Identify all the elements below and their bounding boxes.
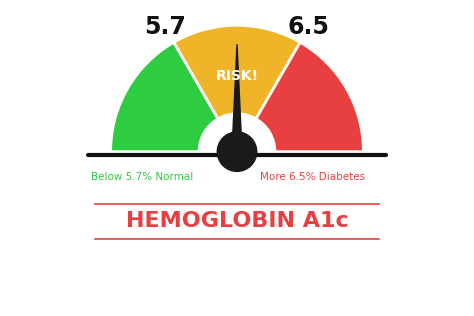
Polygon shape [232,44,242,152]
Text: More 6.5% Diabetes: More 6.5% Diabetes [260,172,365,182]
Wedge shape [256,42,364,152]
Wedge shape [110,42,218,152]
Text: Below 5.7% Normal: Below 5.7% Normal [91,172,193,182]
Text: HEMOGLOBIN A1c: HEMOGLOBIN A1c [126,211,348,231]
Text: 5.7: 5.7 [144,15,186,39]
Wedge shape [174,25,300,119]
Text: 6.5: 6.5 [288,15,330,39]
Text: RISK!: RISK! [216,69,258,83]
Circle shape [217,132,257,171]
